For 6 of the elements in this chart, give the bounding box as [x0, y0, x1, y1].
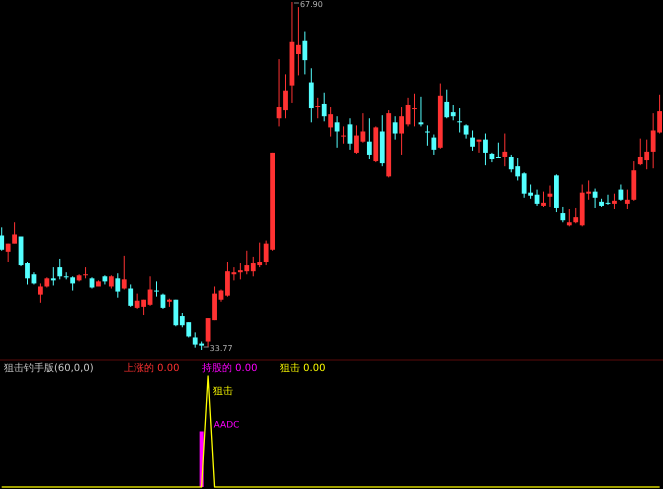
- annotation: 67.90: [300, 0, 323, 9]
- annotation: 狙击 0.00: [280, 363, 326, 374]
- title: 狙击钓手版(60,0,0): [4, 363, 94, 374]
- annotation: 持股的 0.00: [202, 363, 258, 374]
- annotation: 33.77: [210, 344, 233, 353]
- annotation: 上涨的 0.00: [124, 363, 180, 374]
